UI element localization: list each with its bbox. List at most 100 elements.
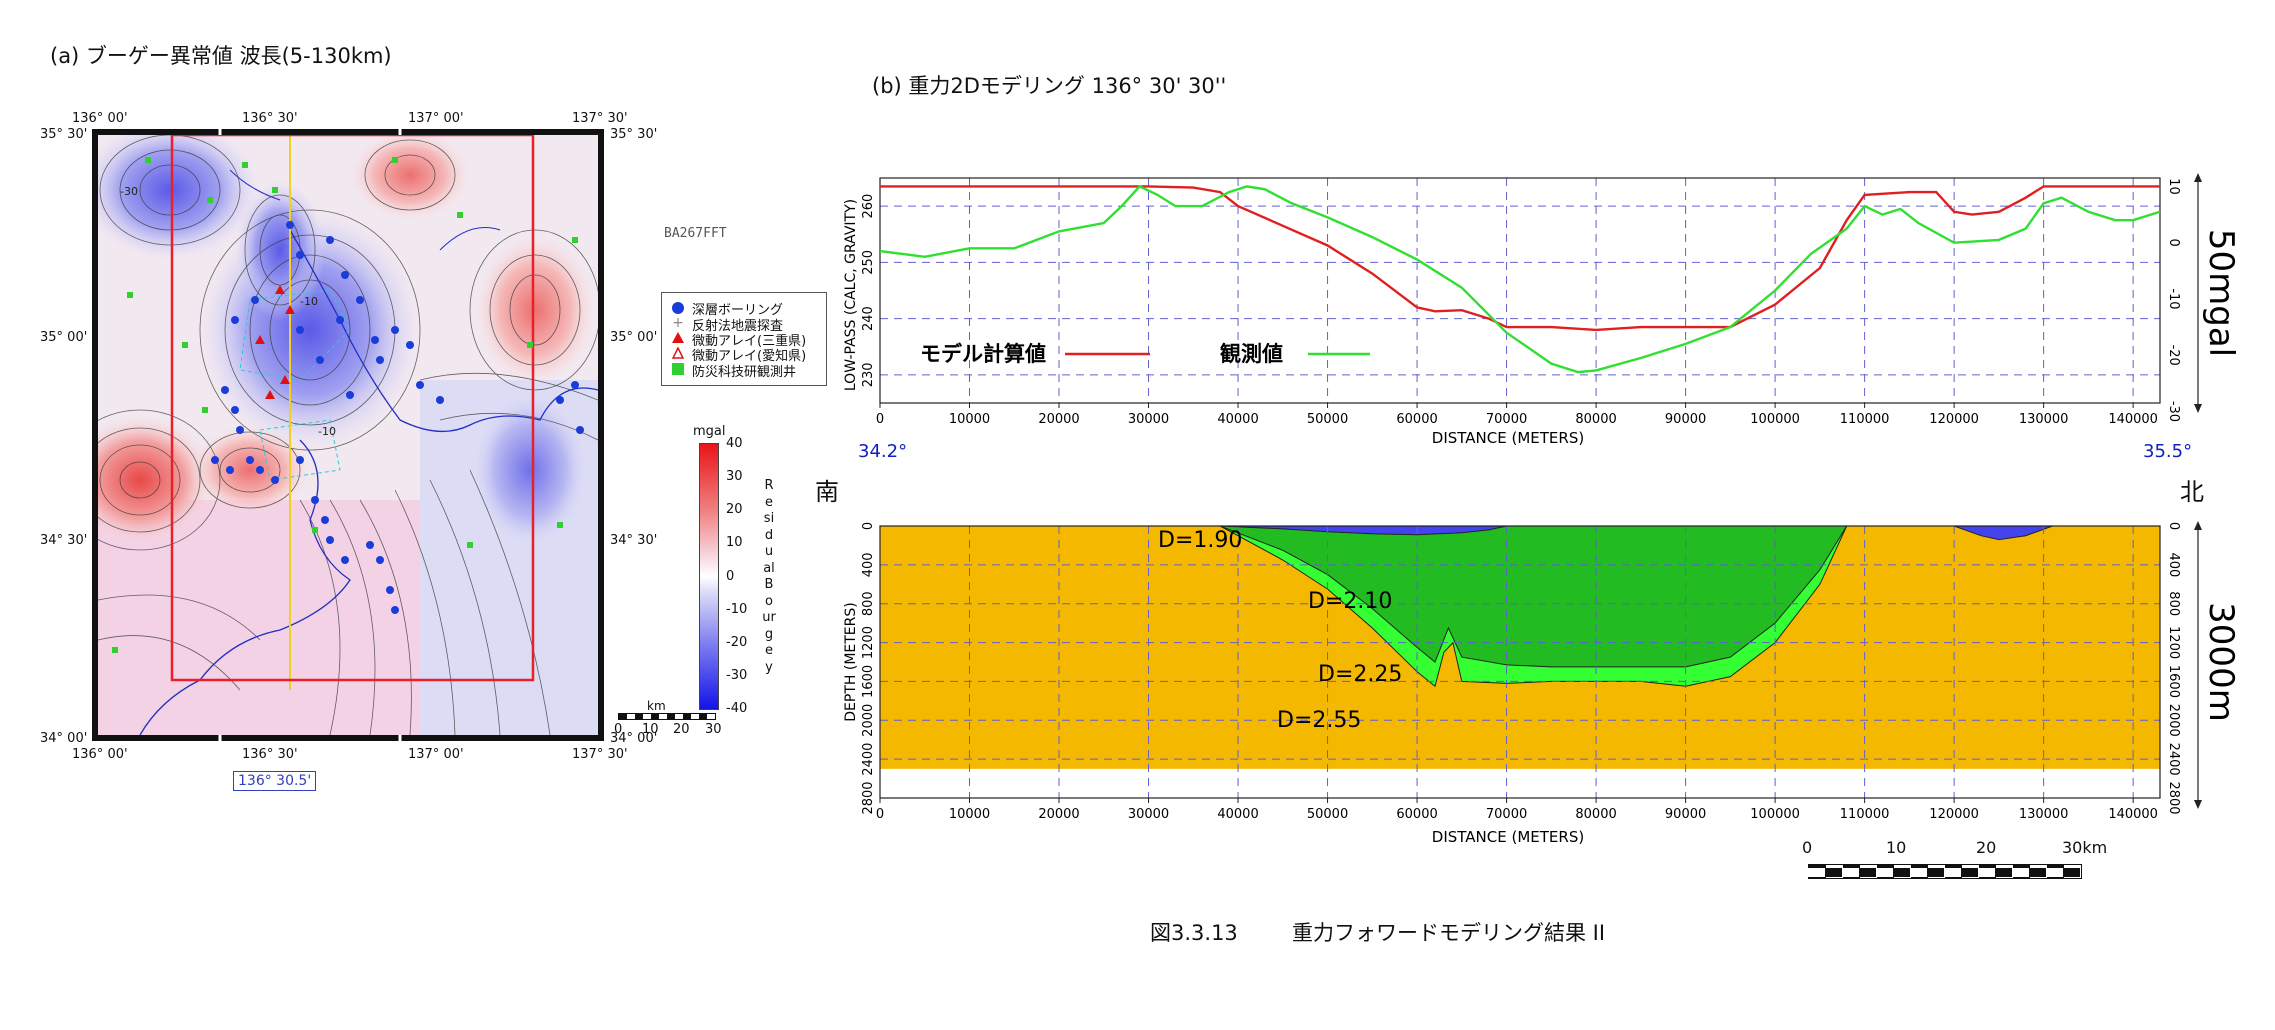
left-y-tick-label: 240 [861,306,876,331]
lat-tick-label: 34° 30' [610,533,658,548]
borehole-marker [341,556,349,564]
borehole-marker [356,296,364,304]
colorbar-tick: 30 [726,469,743,485]
layer-label-d190: D=1.90 [1158,528,1242,553]
gravity-profile-chart: 0 10000 20000 30000 40000 50000 60000 70000 8000… [843,173,2240,447]
scale-tick: 20 [673,722,690,737]
x-tick-label: 100000 [1750,807,1800,822]
microtremor-marker [285,305,295,314]
borehole-marker [211,456,219,464]
colorbar-tick: 20 [726,502,743,518]
borehole-marker [226,466,234,474]
borehole-marker [366,541,374,549]
right-y-tick-label: -10 [2166,288,2181,309]
panel-b-title: (b) 重力2Dモデリング 136° 30' 30'' [872,74,1227,98]
left-y-tick-label: 260 [861,194,876,219]
layer-label-d225: D=2.25 [1318,662,1402,687]
x-tick-label: 100000 [1750,412,1800,427]
lat-tick-label: 35° 00' [610,330,658,345]
x-tick-label: 70000 [1486,412,1527,427]
borehole-marker [341,271,349,279]
depth-tick-label-left: 1600 [861,665,876,698]
observation-well-marker [242,162,248,168]
right-y-tick-label: -30 [2166,401,2181,422]
depth-tick-label-right: 1200 [2166,626,2181,659]
borehole-marker [271,476,279,484]
observation-well-marker [182,342,188,348]
depth-tick-label-right: 0 [2166,522,2181,530]
depth-x-axis-label: DISTANCE (METERS) [1432,828,1584,846]
borehole-marker [371,336,379,344]
contour-label: -30 [120,185,138,198]
green-square-icon [672,363,684,375]
borehole-marker [321,516,329,524]
depth-tick-label-right: 2400 [2166,743,2181,776]
depth-tick-label-right: 2000 [2166,704,2181,737]
borehole-marker [326,536,334,544]
borehole-marker [576,426,584,434]
colorbar-tick: 0 [726,568,735,584]
lon-tick-label: 137° 30' [572,747,628,762]
study-area-box [170,135,535,682]
borehole-marker [316,356,324,364]
layer-label-d255: D=2.55 [1277,708,1361,733]
x-tick-label: 0 [876,412,884,427]
legend-label: 微動アレイ(愛知県) [692,349,807,364]
red-triangle-icon [672,332,684,343]
observation-well-marker [112,647,118,653]
observation-well-marker [392,157,398,163]
scale-tick: 10 [642,722,659,737]
layer-label-d210: D=2.10 [1308,589,1392,614]
microtremor-marker [280,375,290,384]
observation-well-marker [202,407,208,413]
left-y-tick-label: 250 [861,250,876,275]
borehole-marker [296,456,304,464]
colorbar-tick: -20 [726,634,748,650]
x-tick-label: 120000 [1929,807,1979,822]
depth-tick-label-left: 0 [861,522,876,530]
right-y-tick-label: -20 [2166,345,2181,366]
x-tick-label: 140000 [2108,807,2158,822]
borehole-marker [376,556,384,564]
borehole-marker [251,296,259,304]
borehole-marker [556,396,564,404]
model-gravity-line [880,185,2160,332]
observation-well-marker [527,342,533,348]
observation-well-marker [127,292,133,298]
sediment-layer [1219,525,1848,668]
depth-y-axis-label: DEPTH (METERS) [843,602,859,721]
lat-tick-label: 35° 30' [40,127,88,142]
borehole-marker [346,391,354,399]
x-tick-label: 60000 [1396,807,1437,822]
lat-tick-label: 35° 30' [610,127,658,142]
scale-tick: 30km [2062,838,2108,857]
latitude-south: 34.2° [858,441,908,462]
borehole-marker [416,381,424,389]
x-tick-label: 110000 [1840,807,1890,822]
latitude-north: 35.5° [2143,441,2193,462]
colorbar [699,443,719,710]
depth-tick-label-left: 2400 [861,743,876,776]
scale-tick: 0 [614,722,623,737]
model-series-label: モデル計算値 [920,342,1046,366]
borehole-marker [436,396,444,404]
observation-well-marker [457,212,463,218]
depth-tick-label-right: 800 [2166,591,2181,616]
colorbar-label: Residual Bourgey [762,478,776,675]
x-tick-label: 110000 [1840,412,1890,427]
borehole-marker [286,221,294,229]
borehole-marker [296,326,304,334]
plus-icon: + [672,315,684,331]
x-tick-label: 80000 [1575,412,1616,427]
depth-tick-label-left: 800 [861,591,876,616]
borehole-marker [571,381,579,389]
lat-tick-label: 34° 00' [40,731,88,746]
observed-gravity-line [879,184,2161,374]
borehole-marker [326,236,334,244]
x-tick-label: 40000 [1217,807,1258,822]
x-tick-label: 50000 [1307,807,1348,822]
scale-tick: 0 [1802,838,1813,857]
depth-tick-label-right: 1600 [2166,665,2181,698]
borehole-marker [311,496,319,504]
colorbar-tick: 10 [726,535,743,551]
